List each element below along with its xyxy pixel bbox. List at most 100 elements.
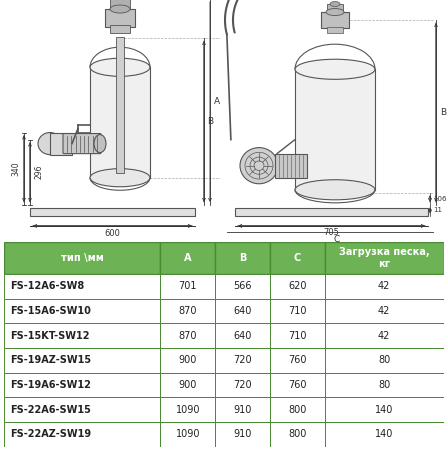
Bar <box>325 323 444 348</box>
Text: 296: 296 <box>34 165 43 180</box>
Bar <box>270 323 325 348</box>
Bar <box>215 242 270 274</box>
Text: 566: 566 <box>233 282 252 291</box>
Bar <box>325 299 444 323</box>
Bar <box>215 274 270 299</box>
Bar <box>4 242 160 274</box>
Text: FS-12A6-SW8: FS-12A6-SW8 <box>10 282 84 291</box>
Text: B: B <box>207 117 213 126</box>
Bar <box>270 397 325 422</box>
Text: 710: 710 <box>289 331 307 341</box>
Bar <box>325 373 444 397</box>
FancyBboxPatch shape <box>63 133 101 154</box>
Text: 760: 760 <box>289 380 307 390</box>
Text: 80: 80 <box>378 380 390 390</box>
Text: FS-22AZ-SW19: FS-22AZ-SW19 <box>10 429 91 440</box>
Text: 640: 640 <box>233 306 252 316</box>
Text: 705: 705 <box>323 228 340 237</box>
Text: 720: 720 <box>233 356 252 365</box>
Text: B: B <box>239 253 246 263</box>
Text: FS-19A6-SW12: FS-19A6-SW12 <box>10 380 90 390</box>
Bar <box>327 4 343 12</box>
Bar <box>295 69 375 190</box>
Bar <box>270 274 325 299</box>
Bar <box>160 299 215 323</box>
Bar <box>4 299 160 323</box>
Bar <box>4 397 160 422</box>
Bar <box>275 154 307 178</box>
Bar <box>105 9 135 27</box>
Bar <box>215 422 270 447</box>
Text: FS-15A6-SW10: FS-15A6-SW10 <box>10 306 90 316</box>
Bar <box>270 348 325 373</box>
Bar <box>215 397 270 422</box>
Bar <box>160 373 215 397</box>
Text: B: B <box>440 108 446 117</box>
Bar <box>4 323 160 348</box>
Text: 900: 900 <box>179 380 197 390</box>
Bar <box>116 37 124 173</box>
Text: 870: 870 <box>179 306 197 316</box>
Ellipse shape <box>330 1 340 7</box>
Bar <box>270 373 325 397</box>
Text: 140: 140 <box>375 429 393 440</box>
Text: 800: 800 <box>289 405 307 415</box>
Ellipse shape <box>38 132 62 154</box>
Text: C: C <box>294 253 301 263</box>
Ellipse shape <box>240 148 278 184</box>
Text: 760: 760 <box>289 356 307 365</box>
Bar <box>270 422 325 447</box>
Text: 140: 140 <box>375 405 393 415</box>
Text: 42: 42 <box>378 306 391 316</box>
Ellipse shape <box>295 59 375 79</box>
Text: FS-22A6-SW15: FS-22A6-SW15 <box>10 405 90 415</box>
Text: 1090: 1090 <box>176 429 200 440</box>
Text: 42: 42 <box>378 282 391 291</box>
Text: 800: 800 <box>289 429 307 440</box>
Bar <box>50 132 72 154</box>
Text: 80: 80 <box>378 356 390 365</box>
Bar <box>160 274 215 299</box>
Text: Загрузка песка,
кг: Загрузка песка, кг <box>339 247 430 269</box>
Bar <box>215 373 270 397</box>
Ellipse shape <box>326 9 344 16</box>
Bar <box>215 348 270 373</box>
Text: A: A <box>214 97 220 106</box>
Bar <box>325 242 444 274</box>
Text: тип \мм: тип \мм <box>61 253 104 263</box>
Bar <box>90 67 150 178</box>
Ellipse shape <box>110 5 130 13</box>
Text: 710: 710 <box>289 306 307 316</box>
Text: 910: 910 <box>233 405 252 415</box>
Bar <box>110 25 130 33</box>
Bar <box>160 323 215 348</box>
Bar <box>270 299 325 323</box>
Ellipse shape <box>94 135 106 153</box>
Text: C: C <box>333 235 340 244</box>
Text: 42: 42 <box>378 331 391 341</box>
Text: FS-19AZ-SW15: FS-19AZ-SW15 <box>10 356 91 365</box>
Bar <box>4 422 160 447</box>
Bar <box>4 274 160 299</box>
Bar <box>325 422 444 447</box>
Bar <box>270 242 325 274</box>
Ellipse shape <box>295 180 375 200</box>
Text: 910: 910 <box>233 429 252 440</box>
Bar <box>325 348 444 373</box>
Text: 11: 11 <box>433 207 442 213</box>
Text: 640: 640 <box>233 331 252 341</box>
FancyBboxPatch shape <box>30 208 195 216</box>
Bar <box>4 348 160 373</box>
Bar <box>321 12 349 28</box>
Bar <box>325 397 444 422</box>
Text: 720: 720 <box>233 380 252 390</box>
Text: 620: 620 <box>289 282 307 291</box>
Text: 900: 900 <box>179 356 197 365</box>
Text: 600: 600 <box>104 229 121 238</box>
Bar <box>325 274 444 299</box>
Bar <box>327 27 343 33</box>
Text: FS-15KT-SW12: FS-15KT-SW12 <box>10 331 89 341</box>
Text: 340: 340 <box>12 161 21 176</box>
Text: 870: 870 <box>179 331 197 341</box>
FancyBboxPatch shape <box>235 208 428 216</box>
